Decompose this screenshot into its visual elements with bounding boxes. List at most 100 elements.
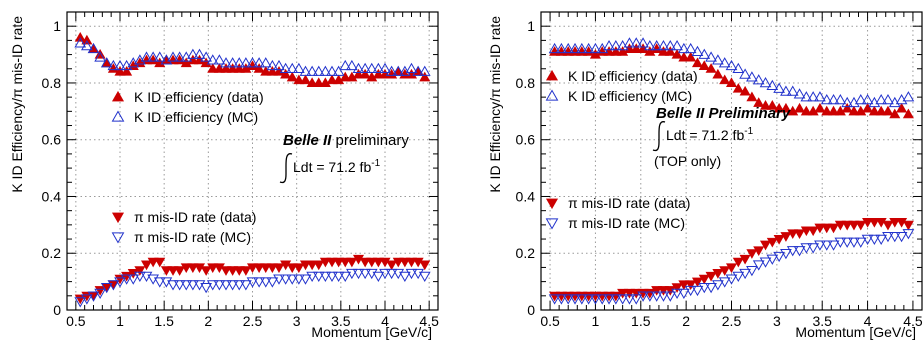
y-tick-label: 1 bbox=[527, 18, 535, 34]
data-point bbox=[807, 243, 820, 254]
data-point bbox=[712, 269, 724, 279]
data-point bbox=[889, 108, 901, 119]
data-point bbox=[582, 294, 595, 305]
data-point bbox=[569, 42, 581, 54]
data-point bbox=[752, 74, 765, 85]
data-point bbox=[352, 62, 365, 74]
data-point bbox=[664, 46, 676, 56]
series-2 bbox=[548, 37, 915, 108]
data-point bbox=[814, 91, 826, 102]
data-point bbox=[827, 240, 840, 251]
data-point bbox=[74, 37, 87, 48]
data-point bbox=[286, 62, 299, 74]
data-point bbox=[664, 40, 677, 51]
data-point bbox=[286, 71, 298, 82]
data-point bbox=[705, 63, 717, 73]
data-point bbox=[213, 63, 225, 73]
legend-label: K ID efficiency (MC) bbox=[568, 88, 692, 104]
data-point bbox=[732, 62, 745, 74]
data-point bbox=[114, 65, 126, 76]
legend-label: K ID efficiency (MC) bbox=[134, 109, 258, 125]
legend-label: π mis-ID rate (MC) bbox=[568, 215, 685, 231]
data-point bbox=[313, 77, 325, 88]
data-point bbox=[889, 217, 901, 228]
data-point bbox=[246, 57, 259, 68]
x-tick-label: 2.5 bbox=[722, 313, 742, 329]
data-point bbox=[213, 280, 226, 291]
data-point bbox=[339, 257, 351, 268]
integral-icon bbox=[652, 121, 666, 152]
series-1 bbox=[74, 31, 431, 88]
data-point bbox=[685, 280, 697, 291]
data-point bbox=[820, 93, 833, 105]
data-point bbox=[160, 277, 173, 288]
data-point bbox=[107, 280, 120, 291]
data-point bbox=[299, 65, 312, 76]
data-point bbox=[651, 43, 663, 53]
annotation-title-rest: preliminary bbox=[331, 132, 409, 149]
data-point bbox=[87, 42, 100, 54]
data-point bbox=[220, 280, 232, 291]
data-point bbox=[671, 283, 683, 293]
data-point bbox=[372, 68, 384, 79]
axis-ticks bbox=[540, 11, 923, 311]
data-point bbox=[623, 37, 636, 48]
data-point bbox=[87, 291, 100, 302]
data-point bbox=[902, 229, 915, 240]
data-point bbox=[306, 65, 318, 76]
data-point bbox=[725, 77, 738, 88]
series-3 bbox=[74, 254, 431, 305]
data-point bbox=[712, 68, 724, 79]
data-point bbox=[418, 65, 431, 76]
data-point bbox=[193, 48, 206, 59]
data-point bbox=[226, 280, 239, 291]
data-point bbox=[233, 57, 246, 68]
data-point bbox=[760, 240, 772, 251]
data-point bbox=[671, 48, 683, 59]
data-point bbox=[698, 60, 710, 70]
series-3 bbox=[549, 217, 914, 302]
data-point bbox=[233, 63, 245, 73]
series-1 bbox=[549, 43, 914, 119]
data-point bbox=[372, 62, 385, 74]
data-point bbox=[569, 294, 581, 305]
data-point bbox=[766, 100, 778, 110]
data-point bbox=[725, 274, 738, 285]
integral-icon bbox=[279, 153, 293, 184]
data-point bbox=[153, 277, 166, 288]
data-point bbox=[800, 105, 812, 116]
data-point bbox=[583, 46, 595, 56]
data-point bbox=[691, 285, 704, 297]
x-axis-title: Momentum [GeV/c] bbox=[311, 324, 432, 340]
data-point bbox=[698, 274, 710, 285]
data-point bbox=[828, 105, 840, 116]
data-point bbox=[167, 280, 179, 291]
data-point bbox=[299, 274, 312, 285]
data-point bbox=[882, 231, 894, 243]
data-point bbox=[246, 60, 259, 70]
data-point bbox=[643, 40, 656, 51]
data-point bbox=[280, 68, 292, 79]
data-point bbox=[596, 294, 609, 305]
data-point bbox=[671, 288, 683, 299]
data-point bbox=[868, 234, 881, 246]
data-point bbox=[766, 79, 779, 91]
data-point bbox=[698, 283, 711, 294]
data-point bbox=[121, 65, 133, 76]
data-point bbox=[266, 59, 279, 71]
data-point bbox=[260, 65, 272, 76]
data-point bbox=[800, 226, 812, 237]
x-axis-title: Momentum [GeV/c] bbox=[795, 324, 916, 340]
data-point bbox=[766, 254, 779, 265]
x-tick-label: 2 bbox=[204, 313, 212, 329]
data-point bbox=[548, 42, 561, 54]
data-point bbox=[773, 102, 785, 113]
data-point bbox=[630, 37, 643, 48]
data-point bbox=[227, 63, 239, 73]
data-point bbox=[174, 54, 186, 65]
data-point bbox=[386, 260, 398, 271]
data-point bbox=[352, 268, 365, 280]
annotation-luminosity-exp: -1 bbox=[744, 126, 753, 137]
data-point bbox=[100, 57, 113, 68]
